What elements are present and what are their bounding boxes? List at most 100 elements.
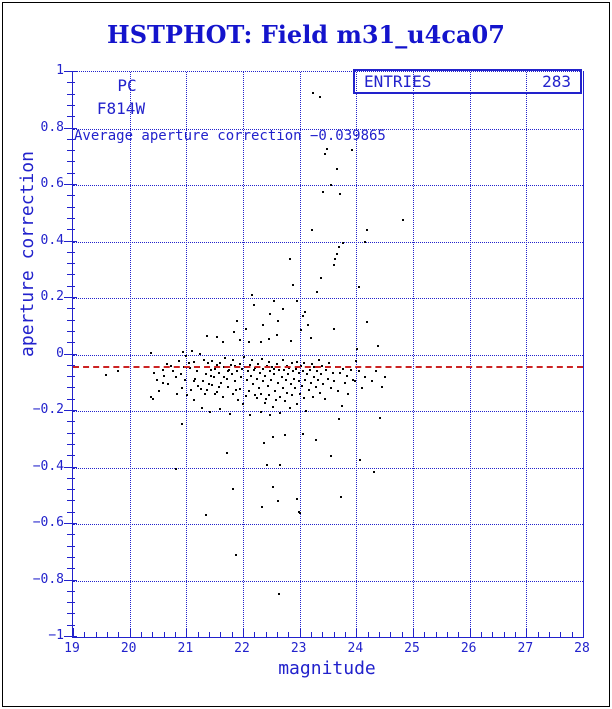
data-point (336, 390, 339, 393)
x-tick-label: 20 (120, 641, 137, 656)
data-point (299, 511, 302, 514)
y-minor-tick (67, 590, 75, 592)
data-point (232, 359, 235, 362)
data-point (163, 374, 166, 377)
y-minor-tick (67, 443, 75, 445)
data-point (358, 285, 361, 288)
data-point (247, 341, 250, 344)
x-major-tick (583, 628, 584, 637)
x-minor-tick (424, 632, 426, 637)
data-point (236, 370, 239, 373)
grid-line-horizontal (73, 524, 583, 525)
x-minor-tick (288, 632, 290, 637)
data-point (116, 369, 119, 372)
data-point (183, 378, 186, 381)
data-point (174, 376, 177, 379)
data-point (230, 373, 233, 376)
y-major-tick (64, 579, 77, 581)
y-minor-tick (67, 500, 75, 502)
data-point (202, 359, 205, 362)
data-point (222, 340, 225, 343)
data-point (289, 258, 292, 261)
y-minor-tick (67, 195, 75, 197)
y-major-tick (64, 240, 77, 242)
data-point (318, 95, 321, 98)
data-point (192, 380, 195, 383)
y-tick-label: −0.4 (32, 458, 64, 474)
data-point (149, 395, 152, 398)
data-point (300, 384, 303, 387)
y-minor-tick (67, 82, 75, 84)
data-point (292, 369, 295, 372)
x-minor-tick (515, 632, 516, 637)
x-minor-tick (379, 632, 380, 637)
data-point (310, 363, 313, 366)
data-point (201, 380, 204, 383)
data-point (217, 371, 220, 374)
data-point (249, 413, 252, 416)
data-point (219, 361, 222, 364)
data-point (205, 388, 208, 391)
x-minor-tick (447, 632, 448, 637)
data-point (315, 370, 318, 373)
data-point (332, 263, 335, 266)
y-minor-tick (67, 206, 75, 208)
data-point (227, 385, 230, 388)
x-major-tick (526, 628, 528, 637)
y-minor-tick (67, 330, 75, 332)
filter-label: F814W (96, 99, 146, 118)
data-point (233, 380, 236, 383)
data-point (224, 356, 227, 359)
data-point (316, 378, 319, 381)
grid-line-horizontal (73, 580, 583, 582)
chart-title: HSTPHOT: Field m31_u4ca07 (107, 20, 505, 49)
data-point (186, 394, 189, 397)
data-point (325, 369, 328, 372)
data-point (253, 367, 256, 370)
data-point (206, 334, 209, 337)
data-point (236, 319, 239, 322)
data-point (312, 91, 315, 94)
y-major-tick (64, 297, 77, 298)
data-point (315, 439, 318, 442)
data-point (201, 406, 204, 409)
data-point (322, 383, 325, 386)
data-point (337, 246, 340, 249)
y-minor-tick (67, 489, 75, 491)
x-minor-tick (571, 632, 573, 637)
data-point (295, 497, 298, 500)
data-point (340, 404, 343, 407)
data-point (259, 340, 262, 343)
x-tick-label: 23 (290, 641, 307, 656)
x-minor-tick (492, 632, 494, 637)
y-minor-tick (67, 376, 75, 378)
data-point (225, 377, 228, 380)
grid-line-horizontal (73, 411, 583, 412)
x-minor-tick (220, 632, 222, 637)
data-point (251, 383, 254, 386)
data-point (319, 277, 322, 280)
data-point (301, 370, 304, 373)
data-point (283, 400, 286, 403)
data-point (177, 359, 180, 362)
x-minor-tick (549, 632, 550, 637)
grid-line-horizontal (73, 241, 583, 243)
data-point (244, 395, 247, 398)
x-minor-tick (277, 632, 278, 637)
data-point (263, 401, 266, 404)
x-major-tick (73, 628, 74, 637)
x-major-tick (356, 628, 358, 637)
data-point (266, 463, 269, 466)
data-point (291, 394, 294, 397)
data-point (321, 191, 324, 194)
data-point (279, 411, 282, 414)
data-point (302, 397, 305, 400)
data-point (254, 394, 257, 397)
x-minor-tick (254, 632, 256, 637)
data-point (328, 361, 331, 364)
data-point (198, 352, 201, 355)
data-point (276, 333, 278, 336)
y-minor-tick (67, 477, 75, 479)
data-point (294, 367, 297, 370)
data-point (244, 328, 247, 331)
